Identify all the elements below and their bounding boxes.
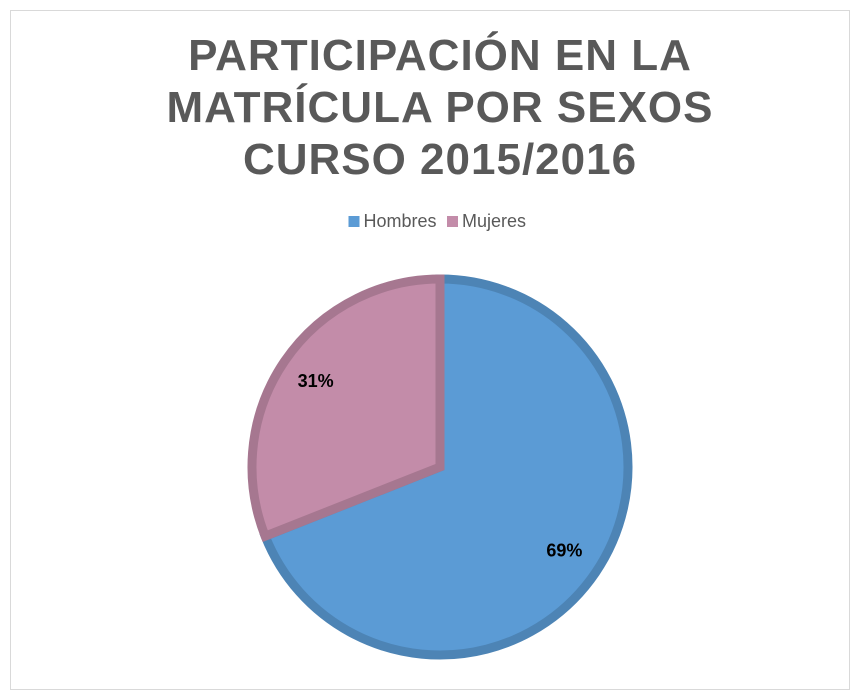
legend-label: Mujeres [462, 211, 526, 231]
pie-slice [247, 274, 445, 543]
legend-swatch [447, 216, 458, 227]
chart-title: PARTICIPACIÓN EN LA MATRÍCULA POR SEXOS … [166, 31, 714, 184]
data-label: 69% [546, 540, 582, 560]
pie-slice [259, 274, 633, 660]
legend-label: Hombres [364, 211, 437, 231]
legend-swatch [348, 216, 360, 227]
data-label: 31% [298, 371, 334, 391]
